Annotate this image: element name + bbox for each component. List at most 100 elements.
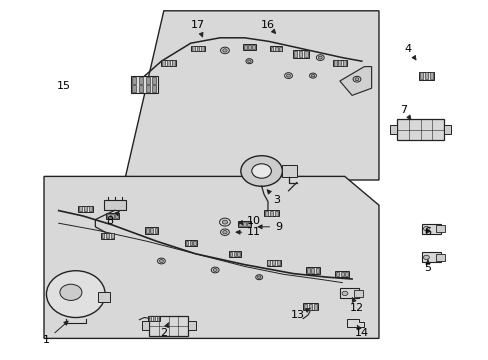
Bar — [252, 45, 254, 49]
Bar — [418, 72, 433, 80]
Bar — [243, 44, 255, 49]
Circle shape — [245, 59, 252, 64]
Text: 11: 11 — [236, 227, 261, 237]
Circle shape — [284, 73, 292, 78]
Polygon shape — [339, 67, 371, 95]
Bar — [233, 252, 235, 256]
Bar — [277, 260, 280, 265]
Bar — [147, 316, 160, 321]
Text: 7: 7 — [399, 105, 410, 120]
Bar — [139, 77, 142, 84]
Polygon shape — [44, 176, 378, 338]
Bar — [435, 225, 444, 232]
Bar — [237, 252, 239, 256]
Bar — [157, 316, 159, 321]
Circle shape — [223, 231, 226, 234]
Bar — [279, 46, 281, 50]
Circle shape — [222, 220, 227, 224]
Bar — [84, 206, 87, 211]
Bar — [111, 233, 113, 238]
Ellipse shape — [46, 271, 105, 318]
Bar — [304, 51, 307, 57]
Text: 12: 12 — [349, 297, 363, 313]
Text: 14: 14 — [354, 325, 368, 338]
Bar — [196, 46, 199, 51]
Bar — [228, 251, 240, 257]
Bar — [146, 228, 148, 233]
Bar — [313, 304, 316, 310]
Bar — [145, 85, 149, 91]
Bar — [107, 214, 109, 218]
Bar — [238, 221, 250, 227]
Bar — [308, 304, 311, 310]
Bar — [130, 77, 157, 93]
Bar — [193, 241, 195, 245]
Bar — [132, 77, 136, 84]
Bar — [148, 316, 151, 321]
Text: 5: 5 — [424, 260, 430, 273]
Circle shape — [220, 47, 229, 54]
Text: 3: 3 — [266, 190, 279, 205]
Circle shape — [257, 276, 261, 279]
Bar — [335, 271, 348, 277]
Bar — [282, 165, 296, 177]
Bar — [443, 125, 450, 134]
Circle shape — [247, 60, 251, 62]
Bar — [345, 272, 347, 276]
Circle shape — [341, 291, 347, 296]
Bar — [316, 268, 319, 273]
Circle shape — [316, 55, 324, 60]
Bar — [293, 51, 297, 57]
Bar — [106, 213, 119, 219]
Bar — [305, 267, 320, 274]
Circle shape — [159, 260, 163, 262]
Text: 8: 8 — [106, 211, 119, 226]
Circle shape — [219, 218, 230, 226]
Bar — [419, 72, 422, 79]
Bar — [103, 200, 126, 210]
Bar — [424, 72, 427, 79]
Bar — [150, 228, 153, 233]
Text: 13: 13 — [291, 308, 310, 320]
Polygon shape — [124, 11, 378, 180]
Bar — [396, 119, 443, 140]
Circle shape — [423, 255, 428, 260]
Bar — [152, 85, 156, 91]
Bar — [274, 211, 277, 216]
Circle shape — [311, 74, 314, 77]
Ellipse shape — [251, 164, 271, 178]
Circle shape — [255, 275, 262, 280]
Bar — [188, 321, 195, 330]
Bar — [111, 214, 114, 218]
Bar — [142, 321, 149, 330]
Bar — [184, 240, 196, 246]
Bar — [132, 85, 136, 91]
Text: 1: 1 — [43, 321, 68, 345]
Bar — [338, 60, 341, 66]
Bar — [102, 233, 104, 238]
Bar — [244, 45, 246, 49]
Text: 15: 15 — [57, 81, 70, 91]
Text: 4: 4 — [404, 44, 415, 60]
Bar — [185, 241, 187, 245]
Circle shape — [213, 269, 217, 271]
Bar — [243, 222, 245, 226]
Text: 16: 16 — [261, 20, 275, 33]
Polygon shape — [346, 319, 364, 327]
Bar — [191, 46, 204, 51]
Circle shape — [220, 229, 229, 235]
Bar — [154, 228, 157, 233]
Bar — [269, 46, 282, 51]
Bar — [429, 72, 432, 79]
Circle shape — [423, 226, 428, 231]
Bar — [79, 206, 82, 211]
Circle shape — [223, 49, 226, 52]
Bar — [343, 60, 345, 66]
Bar — [272, 260, 275, 265]
Text: 6: 6 — [424, 227, 430, 237]
Bar — [336, 272, 338, 276]
Ellipse shape — [60, 284, 81, 300]
Circle shape — [286, 74, 290, 77]
Bar — [189, 241, 191, 245]
Bar — [78, 206, 93, 212]
